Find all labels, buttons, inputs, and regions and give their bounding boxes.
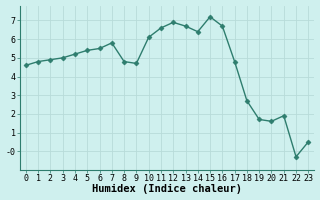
- X-axis label: Humidex (Indice chaleur): Humidex (Indice chaleur): [92, 184, 242, 194]
